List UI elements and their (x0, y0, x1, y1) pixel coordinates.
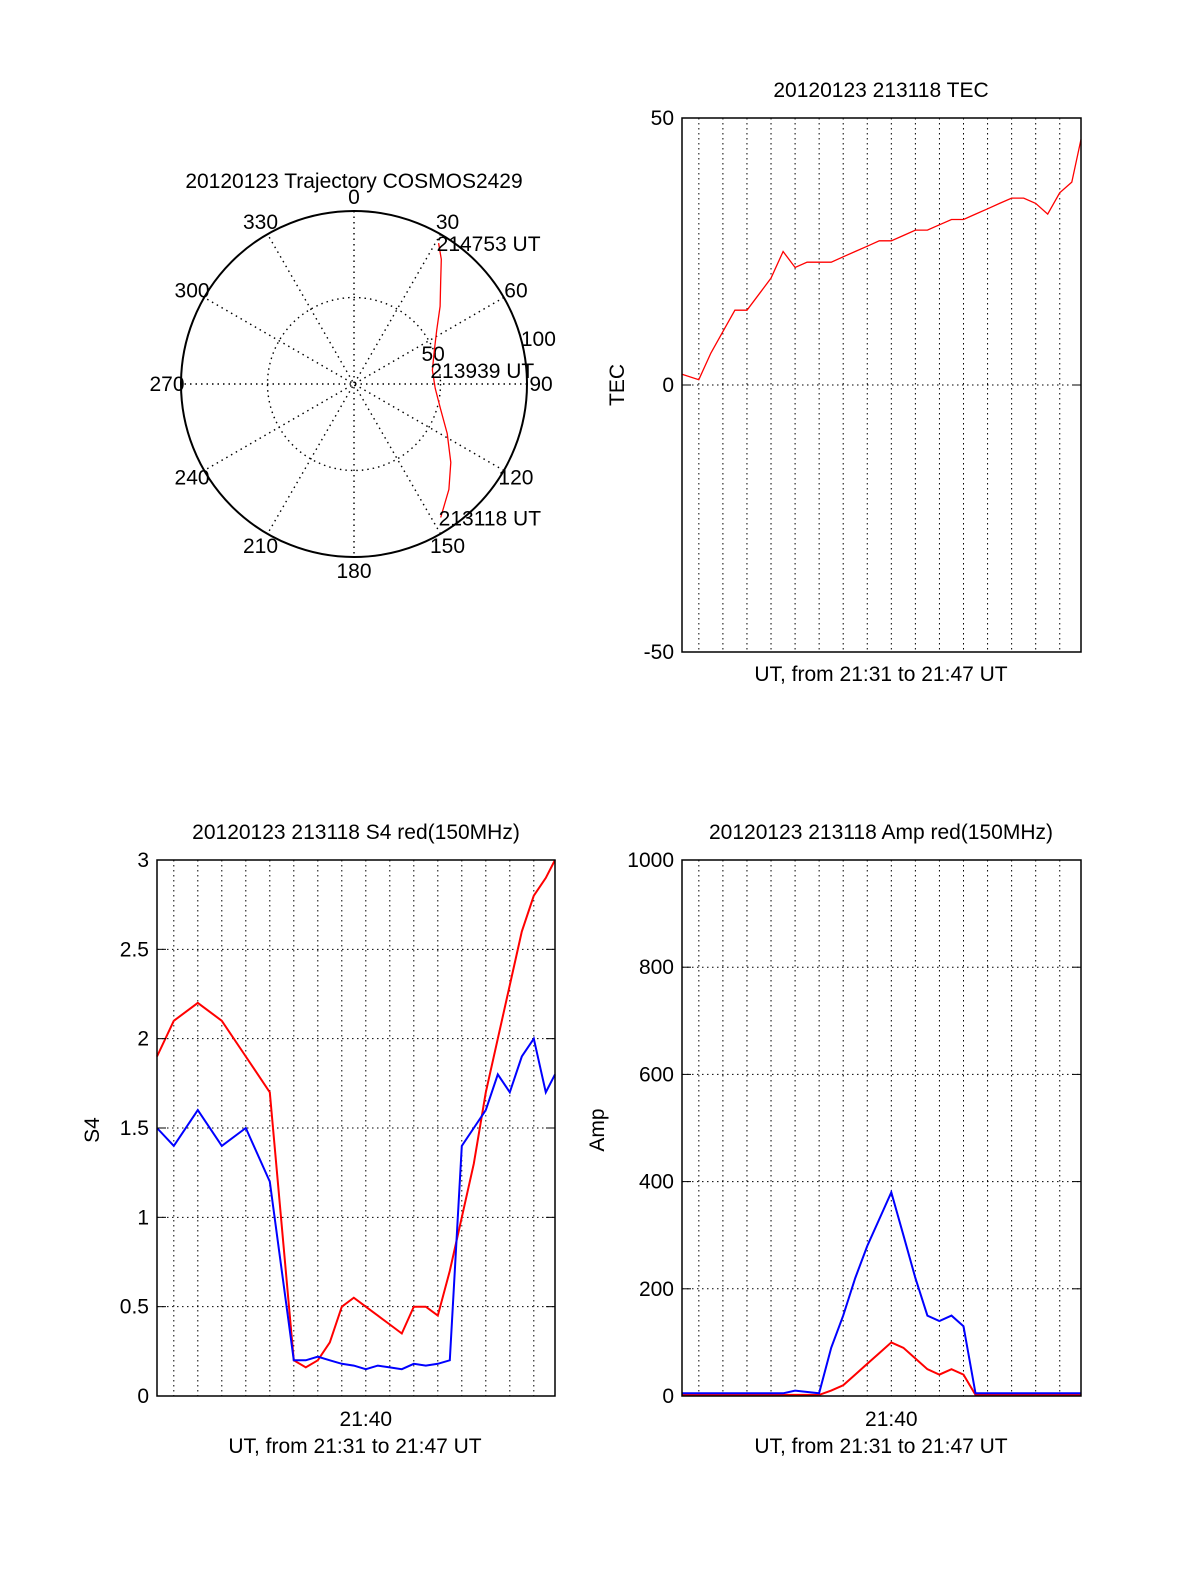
y-tick-label: 0 (662, 1385, 674, 1408)
y-tick-label: 600 (639, 1063, 674, 1086)
y-tick-label: 2 (137, 1028, 149, 1051)
y-tick-label: 800 (639, 956, 674, 979)
y-tick-label: 0 (137, 1385, 149, 1408)
tec-panel: 20120123 213118 TEC UT, from 21:31 to 21… (606, 79, 1082, 686)
polar-angle-label: 270 (149, 373, 184, 396)
polar-title: 20120123 Trajectory COSMOS2429 (185, 170, 522, 193)
x-tick-label: 21:40 (340, 1408, 393, 1431)
polar-angle-label: 60 (504, 280, 527, 303)
polar-angle-label: 300 (175, 280, 210, 303)
polar-angle-label: 180 (336, 560, 371, 583)
y-tick-label: 3 (137, 849, 149, 872)
polar-angle-label: 150 (430, 535, 465, 558)
polar-radius-label: 100 (521, 328, 556, 351)
red-series-line (682, 1341, 1081, 1396)
polar-trajectory-panel: 20120123 Trajectory COSMOS2429 0 30 60 90 12… (149, 170, 555, 583)
trajectory-line (431, 242, 452, 518)
blue-series-line (156, 1036, 556, 1371)
axes-frame (681, 859, 1082, 1397)
polar-angle-label: 120 (498, 467, 533, 490)
y-tick-label: 0 (662, 374, 674, 397)
y-tick-label: 400 (639, 1171, 674, 1194)
amp-title: 20120123 213118 Amp red(150MHz) (709, 821, 1053, 844)
polar-radius-labels: 50 100 (422, 328, 556, 366)
red-series-line (681, 139, 1082, 381)
polar-angle-label: 30 (436, 211, 459, 234)
y-tick-label: 50 (651, 107, 674, 130)
blue-series-line (682, 1189, 1081, 1395)
polar-spoke (266, 233, 442, 535)
y-tick-label: 1000 (627, 849, 674, 872)
polar-angle-label: 210 (243, 535, 278, 558)
x-tick-label: 21:40 (865, 1408, 918, 1431)
polar-angle-label: 90 (529, 373, 552, 396)
y-tick-label: 200 (639, 1278, 674, 1301)
y-tick-label: 1.5 (120, 1117, 149, 1140)
tec-ylabel: TEC (606, 364, 629, 406)
s4-panel: 20120123 213118 S4 red(150MHz) UT, from … (81, 821, 556, 1458)
amp-panel: 20120123 213118 Amp red(150MHz) UT, from… (586, 821, 1082, 1458)
y-tick-label: 2.5 (120, 938, 149, 961)
trajectory-time-label: 213939 UT (430, 360, 534, 383)
polar-angle-labels: 0 30 60 90 120 150 180 210 240 270 300 330 (149, 186, 552, 583)
polar-spoke (203, 296, 505, 472)
polar-angle-label: 0 (348, 186, 360, 209)
polar-angle-label: 240 (175, 467, 210, 490)
tec-title: 20120123 213118 TEC (773, 79, 988, 102)
axes-frame (156, 859, 556, 1397)
polar-annotations: 214753 UT 213939 UT 213118 UT (430, 233, 541, 530)
polar-angle-label: 330 (243, 211, 278, 234)
amp-xlabel: UT, from 21:31 to 21:47 UT (754, 1435, 1007, 1458)
polar-grid (181, 211, 527, 557)
red-series-line (156, 859, 556, 1369)
y-tick-label: 0.5 (120, 1296, 149, 1319)
polar-outer-ring (180, 210, 528, 558)
polar-series (431, 242, 452, 518)
s4-title: 20120123 213118 S4 red(150MHz) (192, 821, 520, 844)
s4-xlabel: UT, from 21:31 to 21:47 UT (228, 1435, 481, 1458)
s4-ylabel: S4 (81, 1117, 104, 1143)
y-tick-label: 1 (137, 1206, 149, 1229)
polar-spoke (203, 296, 505, 472)
y-tick-label: -50 (644, 641, 674, 664)
polar-spoke (266, 233, 442, 535)
polar-ring-50 (266, 296, 442, 472)
tec-xlabel: UT, from 21:31 to 21:47 UT (754, 663, 1007, 686)
trajectory-time-label: 213118 UT (439, 507, 542, 530)
trajectory-time-label: 214753 UT (437, 233, 541, 256)
amp-ylabel: Amp (586, 1108, 609, 1151)
polar-radius-label: 50 (422, 343, 445, 366)
